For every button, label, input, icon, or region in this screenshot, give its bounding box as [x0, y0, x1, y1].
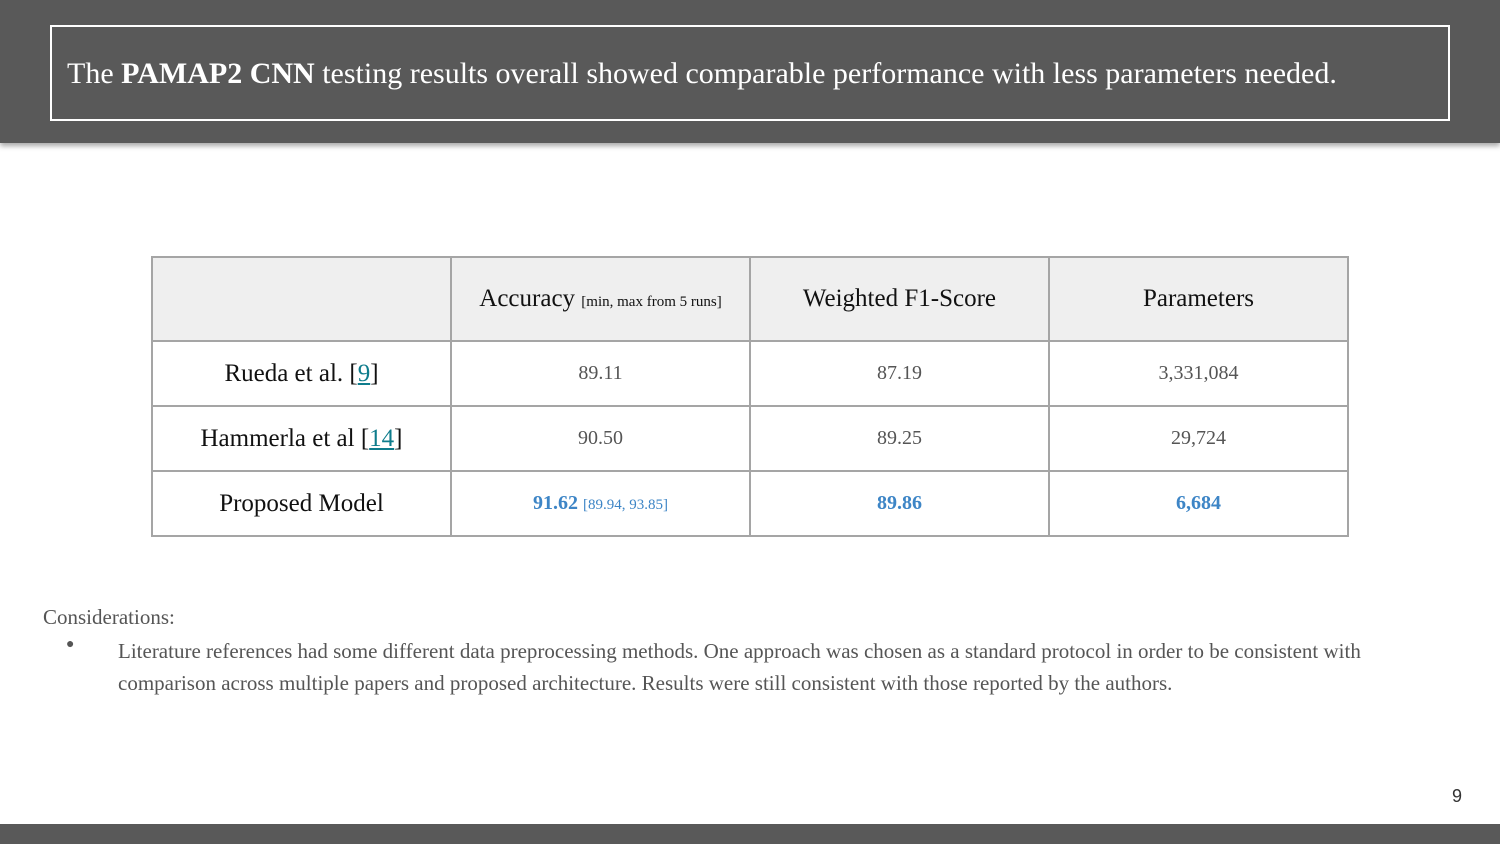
f1-cell: 87.19	[748, 340, 1050, 407]
header-f1: Weighted F1-Score	[748, 256, 1050, 342]
results-table: Accuracy [min, max from 5 runs] Weighted…	[151, 256, 1350, 537]
header-empty	[151, 256, 452, 342]
bullet-icon: ●	[66, 637, 75, 652]
table-row: Proposed Model 91.62 [89.94, 93.85] 89.8…	[151, 470, 1350, 537]
row-label: Rueda et al. [9]	[151, 340, 452, 407]
reference-link[interactable]: 14	[369, 424, 395, 452]
slide-title: The PAMAP2 CNN testing results overall s…	[50, 25, 1450, 121]
table-row: Hammerla et al [14] 90.50 89.25 29,724	[151, 405, 1350, 472]
considerations-bullet: Literature references had some different…	[118, 639, 1361, 695]
header-parameters: Parameters	[1047, 256, 1350, 342]
table-header-row: Accuracy [min, max from 5 runs] Weighted…	[151, 256, 1350, 342]
f1-cell: 89.86	[748, 470, 1050, 537]
considerations-heading: Considerations:	[43, 605, 175, 629]
row-label: Proposed Model	[151, 470, 452, 537]
page-number: 9	[1452, 786, 1463, 806]
f1-cell: 89.25	[748, 405, 1050, 472]
reference-link[interactable]: 9	[357, 359, 371, 387]
params-cell: 3,331,084	[1047, 340, 1350, 407]
header-accuracy: Accuracy [min, max from 5 runs]	[450, 256, 751, 342]
row-label: Hammerla et al [14]	[151, 405, 452, 472]
table-row: Rueda et al. [9] 89.11 87.19 3,331,084	[151, 340, 1350, 407]
accuracy-cell: 91.62 [89.94, 93.85]	[450, 470, 751, 537]
accuracy-cell: 90.50	[450, 405, 751, 472]
params-cell: 6,684	[1047, 470, 1350, 537]
title-bar: The PAMAP2 CNN testing results overall s…	[0, 0, 1500, 143]
footer-bar	[0, 824, 1500, 844]
params-cell: 29,724	[1047, 405, 1350, 472]
accuracy-cell: 89.11	[450, 340, 751, 407]
